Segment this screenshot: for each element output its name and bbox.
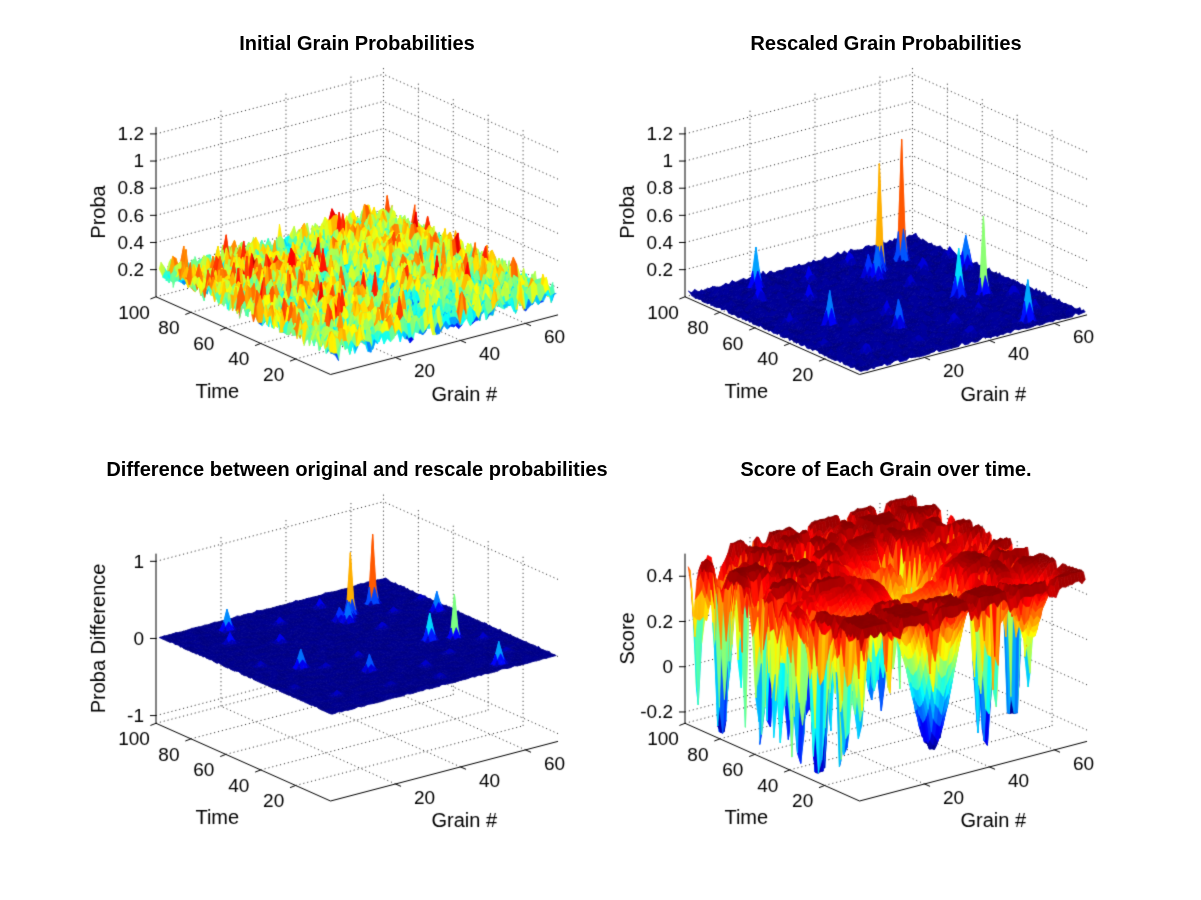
subplot-score-title: Score of Each Grain over time.: [740, 459, 1032, 481]
subplot-rescaled-title: Rescaled Grain Probabilities: [750, 33, 1022, 55]
subplot-initial-title: Initial Grain Probabilities: [239, 33, 475, 55]
subplot-difference-title: Difference between original and rescale …: [106, 459, 608, 481]
